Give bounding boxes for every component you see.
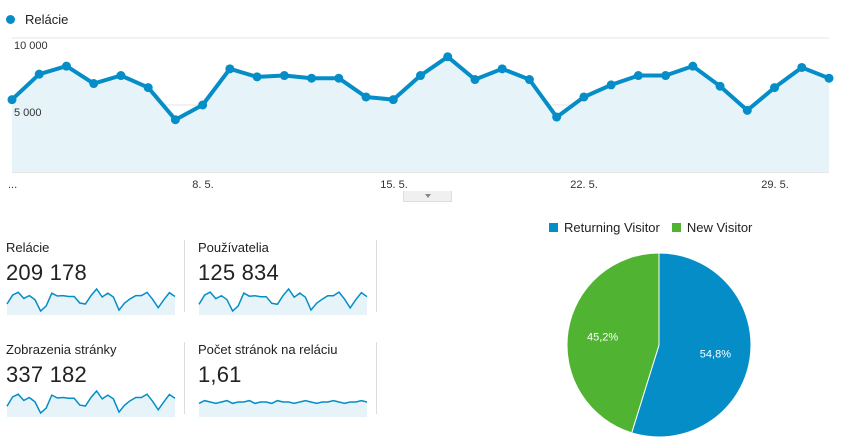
collapse-chart-button[interactable]: [403, 191, 452, 202]
data-point[interactable]: [7, 95, 17, 105]
sparkline-line: [6, 389, 176, 415]
metric-label: Používatelia: [198, 240, 269, 255]
metric-pageviews[interactable]: Zobrazenia stránky 337 182: [6, 342, 176, 417]
x-tick-0: ...: [8, 179, 17, 191]
visitor-type-pie-chart[interactable]: 54,8% 45,2%: [560, 250, 760, 440]
data-point[interactable]: [334, 73, 344, 83]
sparkline-area: [7, 289, 175, 315]
data-point[interactable]: [661, 71, 671, 81]
sparkline-line: [6, 287, 176, 313]
metric-value: 209 178: [6, 260, 87, 285]
x-tick-1: 8. 5.: [192, 179, 213, 191]
metric-value: 337 182: [6, 362, 87, 387]
chart-legend: Relácie: [6, 12, 68, 27]
metric-sparkline: [198, 287, 368, 315]
legend-returning-visitor[interactable]: Returning Visitor: [549, 220, 660, 235]
data-point[interactable]: [524, 75, 534, 85]
metric-sparkline: [6, 287, 176, 315]
data-point[interactable]: [170, 115, 180, 125]
sessions-points: [7, 52, 834, 125]
metric-sparkline: [198, 399, 368, 417]
pie-slice-new-visitor[interactable]: [566, 252, 660, 434]
pie-slice-label: 54,8%: [700, 349, 731, 361]
data-point[interactable]: [770, 83, 780, 93]
data-point[interactable]: [252, 72, 262, 82]
metric-value: 125 834: [198, 260, 279, 285]
data-point[interactable]: [715, 81, 725, 91]
sparkline-line: [198, 399, 368, 405]
data-point[interactable]: [307, 73, 317, 83]
divider: [184, 342, 185, 414]
divider: [376, 342, 377, 414]
legend-label: Returning Visitor: [564, 220, 660, 235]
metric-users[interactable]: Používatelia 125 834: [198, 240, 368, 315]
legend-new-visitor[interactable]: New Visitor: [671, 220, 753, 235]
pie-slice-returning-visitor[interactable]: [631, 252, 752, 438]
data-point[interactable]: [225, 64, 235, 74]
data-point[interactable]: [824, 73, 834, 83]
data-point[interactable]: [443, 52, 453, 62]
y-tick-5000: 5 000: [14, 107, 42, 119]
series-color-dot: [6, 15, 15, 24]
sparkline-line: [198, 287, 368, 313]
data-point[interactable]: [688, 61, 698, 71]
divider: [184, 240, 185, 312]
data-point[interactable]: [579, 92, 589, 102]
metric-sparkline: [6, 389, 176, 417]
data-point[interactable]: [143, 83, 153, 93]
metric-sessions[interactable]: Relácie 209 178: [6, 240, 176, 315]
data-point[interactable]: [797, 62, 807, 72]
data-point[interactable]: [606, 80, 616, 90]
data-point[interactable]: [470, 75, 480, 85]
data-point[interactable]: [416, 71, 425, 81]
x-tick-4: 29. 5.: [761, 179, 789, 191]
data-point[interactable]: [361, 92, 371, 102]
chevron-down-icon: [424, 194, 431, 198]
metric-label: Počet stránok na reláciu: [198, 342, 338, 357]
legend-swatch: [549, 223, 558, 232]
data-point[interactable]: [34, 69, 44, 79]
data-point[interactable]: [742, 105, 752, 115]
sessions-area-fill: [12, 56, 829, 172]
x-tick-3: 22. 5.: [570, 179, 598, 191]
data-point[interactable]: [279, 71, 289, 81]
data-point[interactable]: [633, 71, 643, 81]
metric-pages-per-session[interactable]: Počet stránok na reláciu 1,61: [198, 342, 368, 417]
metric-value: 1,61: [198, 362, 242, 387]
pie-slice-label: 45,2%: [587, 331, 618, 343]
data-point[interactable]: [198, 100, 208, 110]
legend-series-label: Relácie: [25, 12, 69, 27]
sparkline-area: [199, 289, 367, 315]
legend-swatch: [671, 223, 681, 232]
data-point[interactable]: [116, 71, 126, 81]
y-tick-10000: 10 000: [14, 40, 48, 52]
divider: [376, 240, 377, 312]
data-point[interactable]: [89, 79, 99, 89]
sparkline-area: [7, 391, 175, 417]
sparkline-area: [199, 400, 367, 417]
sessions-line-chart[interactable]: 10 000 5 000 ... 8. 5. 15. 5. 22. 5. 29.…: [0, 0, 849, 200]
metric-label: Relácie: [6, 240, 50, 255]
metric-label: Zobrazenia stránky: [6, 342, 117, 357]
data-point[interactable]: [388, 95, 398, 105]
data-point[interactable]: [497, 64, 507, 74]
data-point[interactable]: [552, 112, 562, 122]
x-tick-2: 15. 5.: [380, 179, 408, 191]
legend-label: New Visitor: [686, 220, 753, 235]
pie-legend: Returning Visitor New Visitor: [549, 220, 764, 235]
data-point[interactable]: [61, 61, 71, 71]
